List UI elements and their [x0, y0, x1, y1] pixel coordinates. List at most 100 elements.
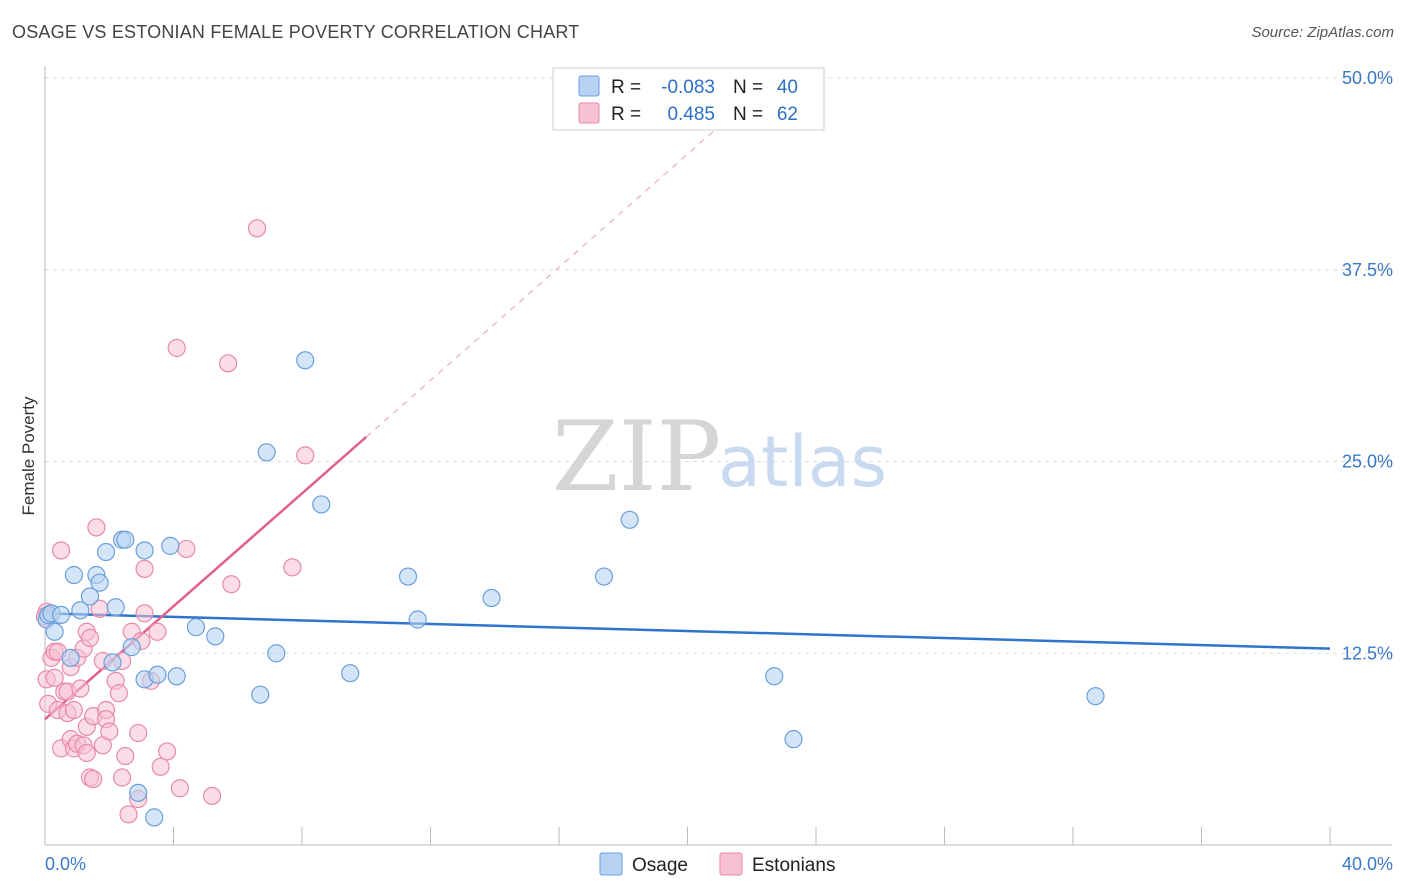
legend-estonians-r-label: R =	[611, 104, 641, 125]
gridlines	[45, 77, 1392, 654]
estonians-point-49	[148, 622, 167, 641]
osage-point-17	[129, 783, 148, 802]
osage-trend-line	[44, 612, 1331, 650]
osage-point-6	[64, 565, 84, 585]
legend-estonians-n-label: N =	[733, 104, 763, 125]
bottom-legend-osage-label: Osage	[632, 855, 688, 876]
osage-point-10	[90, 573, 109, 592]
estonians-point-53	[170, 779, 190, 798]
estonians-point-29	[87, 518, 106, 537]
series-legend: Osage Estonians	[599, 852, 835, 876]
estonians-point-56	[219, 354, 238, 373]
osage-point-36	[620, 510, 639, 529]
osage-point-19	[135, 541, 154, 560]
estonians-point-8	[51, 541, 71, 560]
estonians-point-55	[202, 786, 222, 806]
correlation-legend: R = -0.083 N = 40 R = 0.485 N = 62	[552, 67, 825, 131]
y-tick-label-1: 25.0%	[1342, 452, 1393, 472]
osage-point-26	[251, 685, 270, 704]
legend-osage-r-value: -0.083	[661, 77, 715, 98]
osage-point-25	[206, 627, 225, 646]
estonians-point-40	[116, 746, 135, 766]
osage-point-37	[765, 667, 784, 686]
axes	[44, 66, 1392, 846]
osage-point-5	[61, 648, 80, 667]
watermark-atlas: atlas	[718, 421, 887, 503]
osage-point-22	[161, 536, 180, 555]
osage-point-33	[408, 610, 427, 629]
osage-point-23	[167, 667, 186, 686]
source-label: Source: ZipAtlas.com	[1251, 24, 1394, 41]
osage-point-4	[51, 605, 71, 625]
osage-point-13	[106, 598, 125, 617]
estonians-point-59	[283, 558, 302, 577]
watermark-zip: ZIP	[552, 401, 721, 513]
estonians-point-52	[167, 338, 186, 358]
estonians-point-15	[64, 700, 84, 720]
estonians-points	[35, 219, 315, 824]
osage-point-38	[784, 730, 803, 749]
estonians-point-44	[129, 723, 148, 743]
x-tick-label-min: 0.0%	[45, 854, 86, 874]
estonians-point-46	[135, 559, 154, 578]
osage-point-30	[312, 495, 331, 514]
estonians-point-37	[109, 684, 128, 703]
estonians-trend-line	[44, 436, 368, 721]
bottom-legend-estonians-swatch	[719, 852, 743, 876]
osage-point-24	[186, 618, 206, 637]
osage-point-35	[594, 567, 614, 586]
estonians-trend-extension	[365, 111, 737, 438]
osage-point-21	[148, 665, 167, 684]
legend-osage-n-value: 40	[777, 77, 798, 98]
osage-point-29	[296, 351, 315, 370]
estonians-point-23	[77, 743, 96, 763]
osage-point-8	[80, 587, 100, 606]
chart-title: OSAGE VS ESTONIAN FEMALE POVERTY CORRELA…	[12, 22, 580, 42]
osage-point-11	[96, 542, 116, 562]
osage-point-15	[116, 530, 135, 549]
tick-labels: 12.5% 25.0% 37.5% 50.0% 0.0% 40.0%	[45, 68, 1393, 874]
osage-point-32	[398, 567, 418, 586]
bottom-legend-osage-swatch	[599, 852, 623, 876]
bottom-legend-estonians-label: Estonians	[752, 855, 835, 876]
osage-point-39	[1086, 687, 1105, 706]
y-tick-label-0: 12.5%	[1342, 643, 1393, 663]
estonians-point-58	[247, 219, 267, 238]
y-tick-label-3: 50.0%	[1342, 68, 1393, 88]
osage-point-3	[45, 622, 64, 641]
legend-estonians-swatch	[578, 102, 600, 124]
estonians-point-54	[177, 539, 196, 559]
legend-estonians-r-value: 0.485	[667, 104, 715, 125]
estonians-point-47	[135, 604, 154, 623]
estonians-point-50	[151, 757, 170, 776]
osage-points	[37, 351, 1105, 827]
osage-point-20	[145, 808, 164, 827]
estonians-point-51	[157, 742, 177, 761]
x-tick-label-max: 40.0%	[1342, 854, 1393, 874]
estonians-point-25	[80, 628, 100, 648]
osage-point-27	[257, 443, 276, 462]
estonians-point-5	[45, 668, 64, 687]
estonians-point-39	[112, 768, 132, 787]
osage-point-12	[103, 653, 122, 672]
estonians-point-19	[71, 679, 90, 698]
estonians-point-41	[119, 805, 138, 824]
estonians-point-27	[84, 769, 103, 789]
y-tick-label-2: 37.5%	[1342, 260, 1393, 280]
osage-point-28	[267, 644, 286, 663]
estonians-point-57	[222, 575, 241, 594]
y-axis-title: Female Poverty	[19, 396, 38, 516]
osage-point-34	[482, 588, 501, 608]
osage-point-31	[341, 664, 360, 683]
legend-estonians-n-value: 62	[777, 104, 798, 125]
trend-lines	[44, 111, 1331, 721]
legend-osage-r-label: R =	[611, 77, 641, 98]
legend-osage-n-label: N =	[733, 77, 763, 98]
estonians-point-60	[296, 446, 315, 465]
estonians-point-35	[100, 722, 119, 741]
osage-point-16	[122, 638, 141, 657]
osage-point-7	[71, 601, 90, 620]
watermark: ZIP atlas	[552, 401, 887, 513]
legend-osage-swatch	[578, 75, 600, 97]
